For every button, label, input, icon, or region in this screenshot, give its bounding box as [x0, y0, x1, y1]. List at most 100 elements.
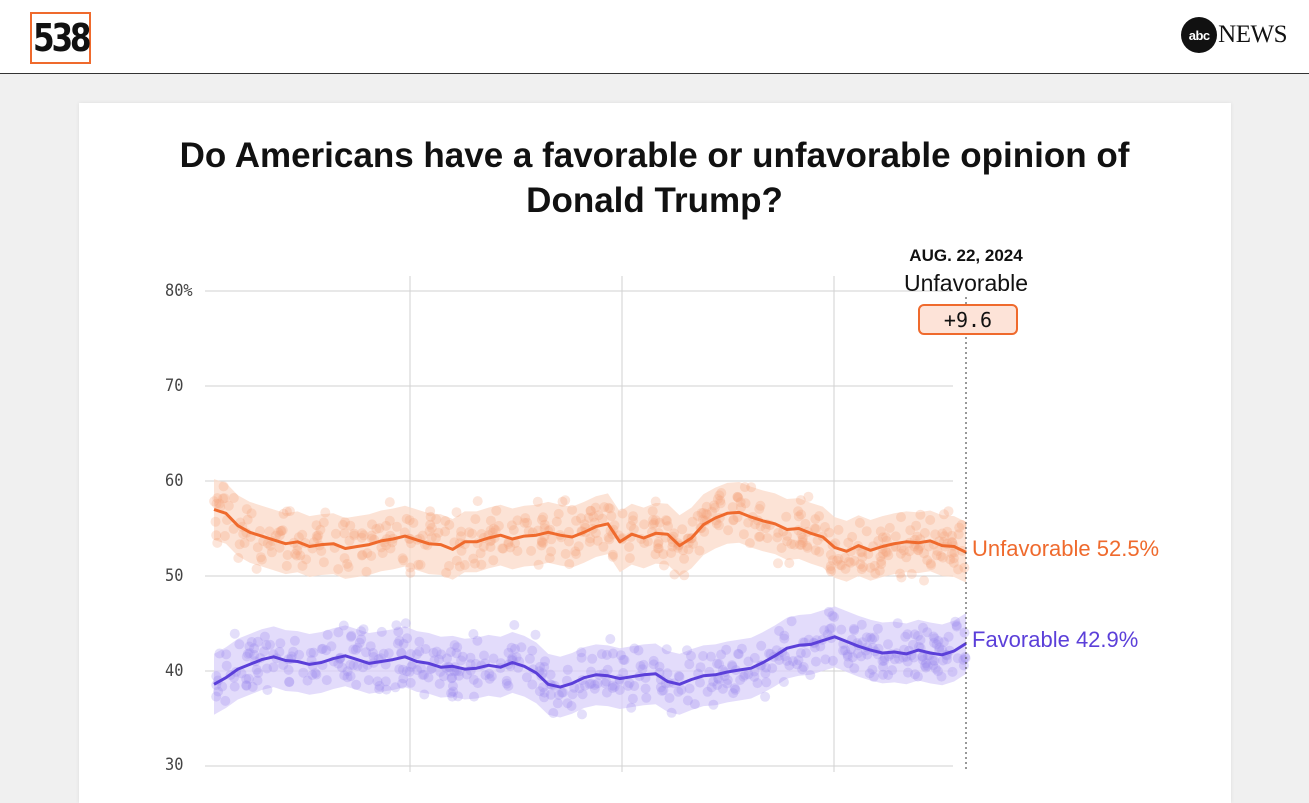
favorable-poll-dot — [247, 681, 258, 692]
unfavorable-poll-dot — [219, 531, 230, 541]
favorable-poll-dot — [374, 684, 385, 695]
favorable-poll-dot — [435, 666, 446, 677]
unfavorable-poll-dot — [755, 521, 766, 532]
unfavorable-poll-dot — [626, 520, 636, 531]
favorable-poll-dot — [361, 647, 371, 658]
favorable-trend-line — [213, 635, 967, 689]
unfavorable-poll-dot — [318, 517, 329, 528]
favorable-poll-dot — [903, 667, 913, 678]
unfavorable-poll-dot — [252, 542, 263, 553]
favorable-poll-dot — [608, 648, 618, 659]
unfavorable-poll-dot — [563, 536, 574, 547]
favorable-poll-dot — [756, 640, 767, 651]
unfavorable-poll-dot — [505, 542, 516, 553]
top-bar: 538 abc NEWS — [0, 0, 1309, 74]
unfavorable-poll-dot — [488, 555, 499, 566]
unfavorable-poll-dot — [712, 494, 723, 504]
favorable-poll-dot — [576, 652, 587, 663]
favorable-poll-dot — [540, 656, 550, 667]
unfavorable-poll-dot — [295, 550, 306, 561]
favorable-poll-dot — [706, 682, 717, 693]
unfavorable-poll-dot — [598, 541, 609, 552]
favorable-poll-dot — [442, 653, 452, 664]
favorable-poll-dot — [535, 661, 545, 672]
favorable-poll-dot — [503, 647, 514, 658]
favorable-poll-dot — [862, 649, 873, 660]
favorable-poll-dot — [241, 651, 252, 662]
favorable-poll-dot — [959, 627, 970, 638]
unfavorable-poll-dot — [762, 533, 773, 544]
unfavorable-poll-dot — [679, 553, 690, 564]
favorable-poll-dot — [265, 639, 275, 650]
favorable-poll-dot — [779, 630, 790, 641]
unfavorable-poll-dot — [340, 517, 350, 528]
favorable-poll-dot — [878, 661, 889, 672]
unfavorable-poll-dot — [391, 521, 402, 532]
favorable-poll-dot — [749, 671, 760, 682]
favorable-poll-dot — [310, 668, 321, 679]
unfavorable-poll-dot — [291, 550, 302, 561]
favorable-poll-dot — [307, 670, 318, 680]
unfavorable-poll-dot — [845, 557, 856, 568]
favorable-poll-dot — [712, 658, 723, 669]
unfavorable-poll-dot — [415, 559, 426, 570]
unfavorable-poll-dot — [895, 568, 906, 579]
unfavorable-poll-dot — [896, 512, 906, 523]
unfavorable-poll-dot — [840, 552, 850, 563]
favorable-poll-dot — [397, 678, 408, 689]
unfavorable-poll-dot — [735, 497, 746, 508]
unfavorable-poll-dot — [567, 504, 578, 515]
unfavorable-poll-dot — [573, 541, 584, 552]
favorable-poll-dot — [638, 659, 649, 670]
favorable-poll-dot — [262, 685, 273, 695]
unfavorable-poll-dot — [694, 545, 705, 556]
unfavorable-poll-dot — [627, 515, 638, 526]
favorable-poll-dot — [820, 654, 831, 665]
unfavorable-poll-dot — [345, 520, 356, 531]
unfavorable-poll-dot — [653, 539, 664, 550]
unfavorable-poll-dot — [873, 535, 884, 546]
unfavorable-poll-dot — [265, 540, 276, 551]
favorable-poll-dot — [695, 662, 706, 673]
unfavorable-poll-dot — [246, 508, 257, 519]
favorable-poll-dot — [929, 637, 939, 648]
favorable-poll-dot — [624, 678, 635, 689]
unfavorable-poll-dot — [278, 508, 289, 519]
unfavorable-poll-dot — [901, 552, 912, 563]
favorable-poll-dot — [931, 639, 942, 650]
favorable-poll-dot — [447, 691, 458, 702]
unfavorable-poll-dot — [444, 519, 455, 530]
favorable-poll-dot — [390, 682, 401, 693]
favorable-poll-dot — [358, 624, 369, 635]
unfavorable-poll-dot — [624, 542, 635, 552]
unfavorable-poll-dot — [476, 529, 487, 539]
favorable-poll-dot — [717, 683, 728, 694]
favorable-poll-dot — [211, 691, 222, 702]
favorable-poll-dot — [849, 663, 860, 674]
538-logo[interactable]: 538 — [30, 12, 91, 64]
unfavorable-poll-dot — [773, 527, 784, 538]
favorable-poll-dot — [879, 655, 890, 666]
series-label-unfavorable: Unfavorable 52.5% — [972, 536, 1160, 561]
unfavorable-poll-dot — [433, 527, 444, 538]
favorable-poll-dot — [539, 692, 550, 703]
favorable-poll-dot — [843, 658, 854, 669]
unfavorable-poll-dot — [384, 497, 395, 508]
favorable-poll-dot — [912, 631, 923, 641]
favorable-poll-dot — [453, 670, 464, 681]
favorable-poll-dot — [827, 610, 838, 621]
favorable-poll-dot — [609, 681, 620, 692]
favorable-poll-dot — [511, 652, 522, 663]
unfavorable-poll-dot — [371, 524, 382, 534]
unfavorable-poll-dot — [649, 518, 660, 529]
favorable-poll-dot — [838, 645, 849, 656]
favorable-poll-dot — [682, 645, 692, 656]
unfavorable-poll-dot — [424, 526, 435, 537]
unfavorable-poll-dot — [650, 496, 661, 507]
favorable-poll-dot — [446, 688, 457, 699]
favorable-poll-dot — [727, 660, 737, 671]
abc-news-logo[interactable]: abc NEWS — [1181, 17, 1287, 53]
unfavorable-poll-dot — [875, 551, 886, 562]
unfavorable-poll-dot — [211, 530, 222, 541]
unfavorable-poll-dot — [512, 546, 523, 556]
